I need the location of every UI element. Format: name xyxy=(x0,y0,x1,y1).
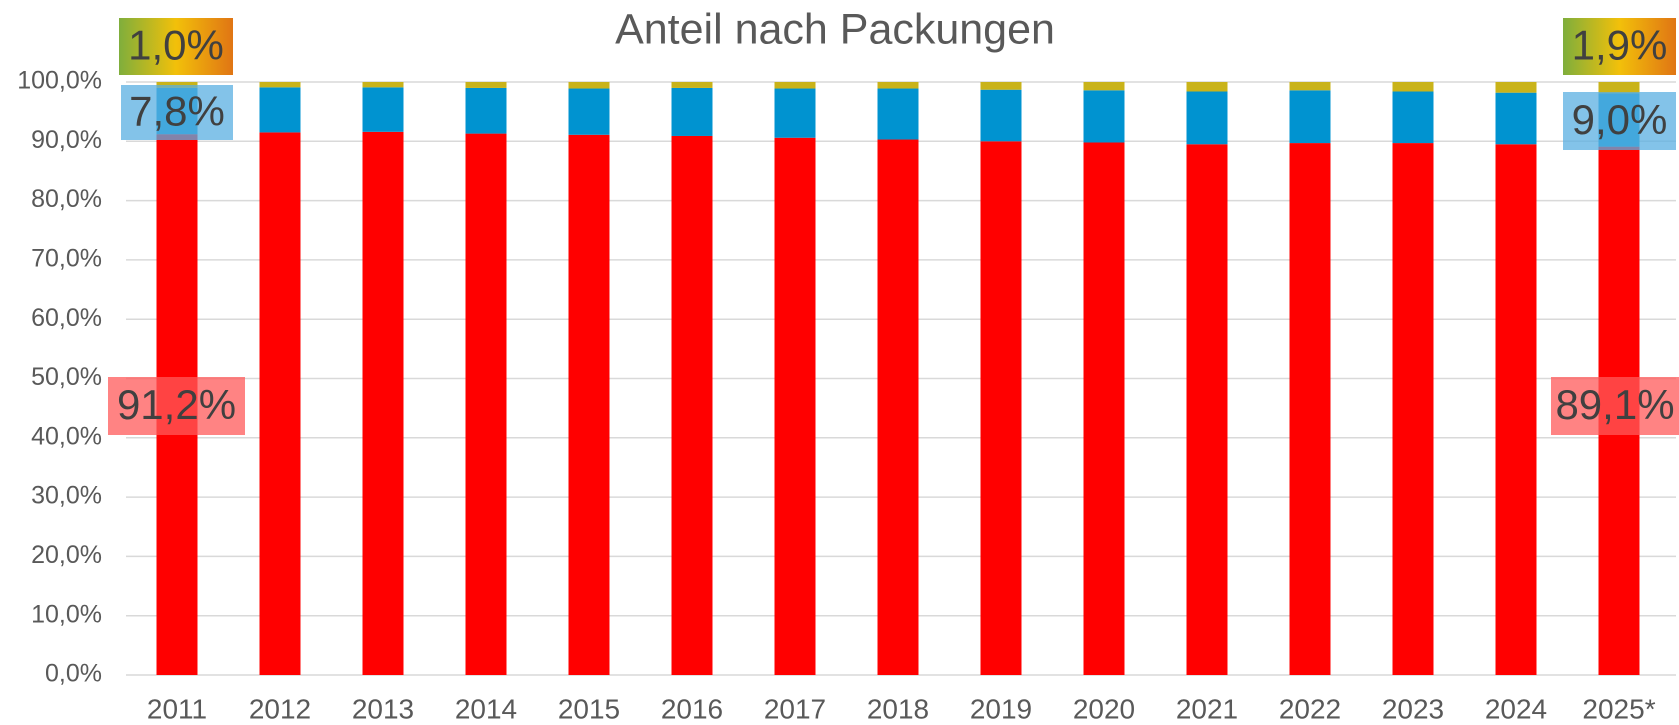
bar-segment xyxy=(465,82,507,88)
data-label: 1,9% xyxy=(1572,22,1668,69)
data-label: 7,8% xyxy=(129,88,225,135)
bar-segment xyxy=(259,132,301,675)
bar-segment xyxy=(1289,82,1331,91)
x-tick-label: 2025* xyxy=(1582,693,1655,724)
x-tick-label: 2018 xyxy=(867,693,929,724)
bar-segment xyxy=(259,82,301,88)
bar-segment xyxy=(877,88,919,140)
bar-segment xyxy=(362,87,404,132)
data-label-box xyxy=(1563,92,1676,150)
bar-segment xyxy=(1083,82,1125,91)
bar-segment xyxy=(980,82,1022,90)
bar-segment xyxy=(671,135,713,675)
bar-segment xyxy=(156,82,198,88)
data-label: 1,0% xyxy=(128,22,224,69)
y-tick-label: 50,0% xyxy=(31,363,102,391)
y-tick-label: 0,0% xyxy=(45,660,102,688)
bar-segment xyxy=(774,88,816,138)
bar-segment xyxy=(1289,143,1331,676)
bar-segment xyxy=(568,82,610,89)
x-tick-label: 2017 xyxy=(764,693,826,724)
y-tick-label: 100,0% xyxy=(17,67,102,95)
bar-segment xyxy=(1083,90,1125,143)
bar-segment xyxy=(1392,82,1434,92)
bar-segment xyxy=(1289,90,1331,144)
y-tick-label: 70,0% xyxy=(31,245,102,273)
data-label-box xyxy=(1551,377,1679,435)
x-tick-label: 2021 xyxy=(1176,693,1238,724)
bar-segment xyxy=(1186,91,1228,145)
bar-segment xyxy=(671,87,713,136)
bar-segment xyxy=(980,141,1022,676)
y-tick-label: 20,0% xyxy=(31,541,102,569)
bar-segment xyxy=(362,131,404,675)
data-label-box xyxy=(119,18,233,75)
bar-segment xyxy=(877,82,919,89)
bar-segment xyxy=(1598,82,1640,94)
labels: 0,0% 10,0% 20,0% 30,0% 40,0% 50,0% 60,0% 70,0% 8… xyxy=(17,18,1679,724)
y-tick-label: 80,0% xyxy=(31,185,102,213)
bar-segment xyxy=(1186,82,1228,92)
bar-segment xyxy=(1392,91,1434,144)
bar-segment xyxy=(1392,143,1434,676)
data-label: 9,0% xyxy=(1572,96,1668,143)
x-tick-label: 2019 xyxy=(970,693,1032,724)
x-tick-label: 2014 xyxy=(455,693,517,724)
x-tick-label: 2023 xyxy=(1382,693,1444,724)
x-tick-label: 2015 xyxy=(558,693,620,724)
y-tick-label: 40,0% xyxy=(31,422,102,450)
data-label-box xyxy=(121,85,233,140)
bar-segment xyxy=(1495,82,1537,93)
data-label-box xyxy=(108,377,245,435)
data-label-box xyxy=(1563,18,1676,75)
y-tick-label: 60,0% xyxy=(31,304,102,332)
bar-segment xyxy=(1186,144,1228,675)
x-tick-label: 2011 xyxy=(147,693,207,724)
bar-segment xyxy=(362,82,404,88)
y-tick-label: 90,0% xyxy=(31,126,102,154)
bar-segment xyxy=(465,133,507,675)
x-tick-label: 2013 xyxy=(352,693,414,724)
bars xyxy=(156,82,1640,676)
x-tick-label: 2024 xyxy=(1485,693,1547,724)
bar-segment xyxy=(877,139,919,675)
y-tick-label: 30,0% xyxy=(31,482,102,510)
chart-title: Anteil nach Packungen xyxy=(615,5,1055,53)
bar-segment xyxy=(568,88,610,135)
x-tick-label: 2016 xyxy=(661,693,723,724)
bar-segment xyxy=(671,82,713,88)
bar-segment xyxy=(980,89,1022,142)
x-tick-label: 2022 xyxy=(1279,693,1341,724)
bar-segment xyxy=(259,87,301,133)
x-tick-label: 2012 xyxy=(249,693,311,724)
bar-segment xyxy=(774,82,816,89)
x-tick-label: 2020 xyxy=(1073,693,1135,724)
y-tick-label: 10,0% xyxy=(31,600,102,628)
bar-segment xyxy=(1083,142,1125,676)
bar-segment xyxy=(1495,144,1537,675)
bar-segment xyxy=(465,87,507,134)
data-label: 91,2% xyxy=(117,381,236,428)
bar-segment xyxy=(1495,92,1537,145)
bar-segment xyxy=(774,137,816,675)
bar-segment xyxy=(568,134,610,676)
data-label: 89,1% xyxy=(1555,381,1674,428)
